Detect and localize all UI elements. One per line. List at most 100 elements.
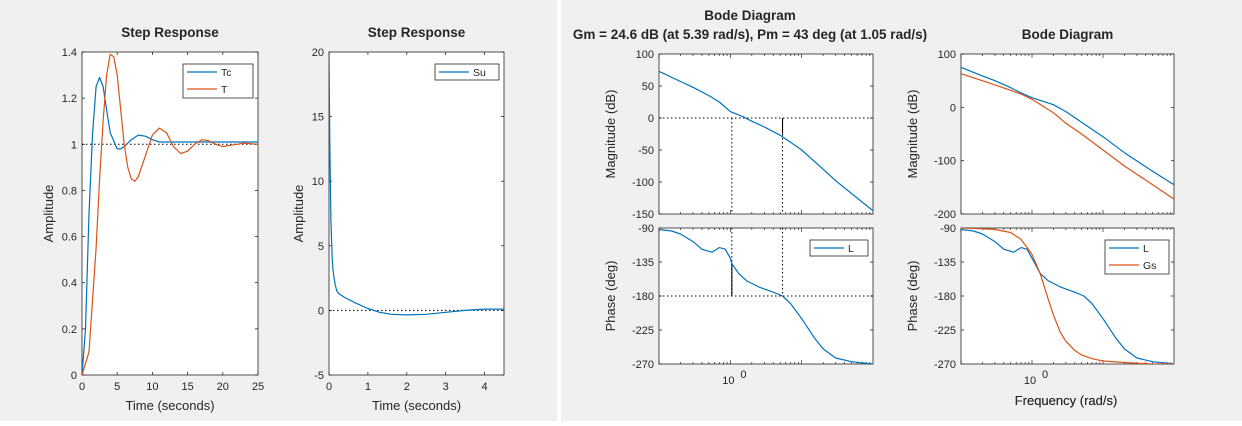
right-figure-window: Bode Diagram Gm = 24.6 dB (at 5.39 rad/s…: [561, 0, 1242, 421]
y-tick-label: 50: [642, 81, 654, 93]
y-tick-label: 0: [648, 113, 654, 125]
y-axis-label: Magnitude (dB): [905, 90, 920, 179]
x-axis-label: Time (seconds): [372, 398, 461, 413]
legend-label: L: [848, 243, 854, 255]
legend-label: Su: [473, 67, 486, 79]
x-axis-label: Time (seconds): [125, 398, 214, 413]
plot-0: 0 0.2 0.4 0.6 0.8 1 1.2 1.4 0 5 10 15 20 25 Tc T Step Re…: [41, 25, 264, 413]
y-axis-label: Magnitude (dB): [603, 90, 618, 179]
y-tick-label: -5: [314, 370, 324, 382]
series-line-l: [961, 228, 1174, 364]
y-tick-label: -100: [632, 177, 654, 189]
series-line-l: [659, 70, 873, 212]
series-line-gs: [961, 73, 1174, 200]
series-group: [659, 70, 873, 212]
plot-5: -270 -225 -180 -135 -90 10 0 L Gs Frequency (rad/…: [905, 223, 1175, 408]
y-tick-label: 0.6: [62, 232, 77, 244]
series-group: [659, 228, 873, 364]
y-tick-label: -135: [632, 257, 654, 269]
x-tick-label: 0: [79, 381, 85, 393]
x-tick-exponent: 0: [740, 369, 746, 381]
y-tick-label: 10: [312, 176, 324, 188]
x-axis-label: Frequency (rad/s): [1015, 393, 1118, 408]
x-tick-label: 15: [181, 381, 193, 393]
plot-2: -150 -100 -50 0 50 100 Magnitude (dB): [603, 49, 874, 221]
series-line-gs: [961, 228, 1174, 364]
series-group: [961, 66, 1174, 200]
series-group: [329, 52, 504, 316]
x-tick-label: 3: [443, 381, 449, 393]
series-line-t: [82, 53, 258, 375]
y-tick-label: 100: [636, 49, 654, 61]
series-line-l: [659, 228, 873, 364]
y-tick-label: 100: [938, 49, 956, 61]
y-tick-label: -90: [638, 223, 654, 235]
series-line-l: [961, 66, 1174, 186]
y-tick-label: 1: [71, 139, 77, 151]
plot-4: -200 -100 0 100 Bode Diagram Magnitude (dB): [905, 27, 1175, 221]
x-tick-label: 4: [481, 381, 487, 393]
y-tick-label: -135: [934, 257, 956, 269]
x-tick-label: 2: [404, 381, 410, 393]
axes-box: [960, 53, 1175, 215]
y-tick-label: 0: [71, 370, 77, 382]
y-tick-label: 5: [318, 241, 324, 253]
y-tick-label: 20: [312, 47, 324, 59]
plot-title: Step Response: [368, 25, 466, 40]
legend-label: Tc: [221, 67, 232, 79]
y-tick-label: -270: [934, 359, 956, 371]
x-tick-label: 25: [252, 381, 264, 393]
y-tick-label: 15: [312, 112, 324, 124]
plot-3: -270 -225 -180 -135 -90 10 0 L Frequency (rad/s)…: [603, 223, 1117, 408]
legend-label: Gs: [1143, 260, 1156, 272]
legend-label: L: [1143, 243, 1149, 255]
y-tick-label: -180: [934, 291, 956, 303]
series-group: [961, 228, 1174, 364]
y-tick-label: -50: [638, 145, 654, 157]
x-tick-exponent: 0: [1042, 369, 1048, 381]
y-tick-label: 0.2: [62, 324, 77, 336]
figure-title-line-2: Gm = 24.6 dB (at 5.39 rad/s), Pm = 43 de…: [573, 27, 927, 42]
y-axis-label: Phase (deg): [603, 261, 618, 332]
axes-box: [81, 51, 259, 376]
y-axis-label: Amplitude: [291, 185, 306, 243]
axes-box: [658, 53, 874, 215]
legend: Tc T: [182, 63, 254, 99]
x-tick-label: 20: [217, 381, 229, 393]
legend-box: [1104, 239, 1170, 275]
y-tick-label: 0: [950, 102, 956, 114]
x-tick-label: 1: [365, 381, 371, 393]
right-figure-canvas: Bode Diagram Gm = 24.6 dB (at 5.39 rad/s…: [573, 8, 1175, 408]
left-figure-window: 0 0.2 0.4 0.6 0.8 1 1.2 1.4 0 5 10 15 20 25 Tc T Step Re…: [0, 0, 557, 421]
x-tick-label: 0: [326, 381, 332, 393]
y-tick-label: 1.4: [62, 47, 77, 59]
plot-title: Step Response: [121, 25, 219, 40]
legend-label: T: [221, 84, 228, 96]
legend: L Gs: [1104, 239, 1170, 275]
y-tick-label: 1.2: [62, 93, 77, 105]
x-tick-label: 10: [722, 375, 734, 387]
x-tick-label: 5: [114, 381, 120, 393]
plot-title: Bode Diagram: [1022, 27, 1114, 42]
y-tick-label: 0.8: [62, 185, 77, 197]
y-tick-label: -150: [632, 209, 654, 221]
figure-title-line-1: Bode Diagram: [704, 8, 796, 23]
y-tick-label: -225: [632, 325, 654, 337]
axes-box: [328, 51, 505, 376]
y-axis-label: Phase (deg): [905, 261, 920, 332]
y-tick-label: 0.4: [62, 278, 77, 290]
y-tick-label: -100: [934, 156, 956, 168]
legend: Su: [434, 63, 500, 81]
y-tick-label: -200: [934, 209, 956, 221]
series-group: [82, 53, 258, 375]
y-tick-label: -270: [632, 359, 654, 371]
y-axis-label: Amplitude: [41, 185, 56, 243]
legend-box: [182, 63, 254, 99]
series-line-su: [329, 52, 504, 316]
y-tick-label: -90: [940, 223, 956, 235]
y-tick-label: -225: [934, 325, 956, 337]
legend: L: [809, 239, 869, 257]
x-tick-label: 10: [1024, 375, 1036, 387]
